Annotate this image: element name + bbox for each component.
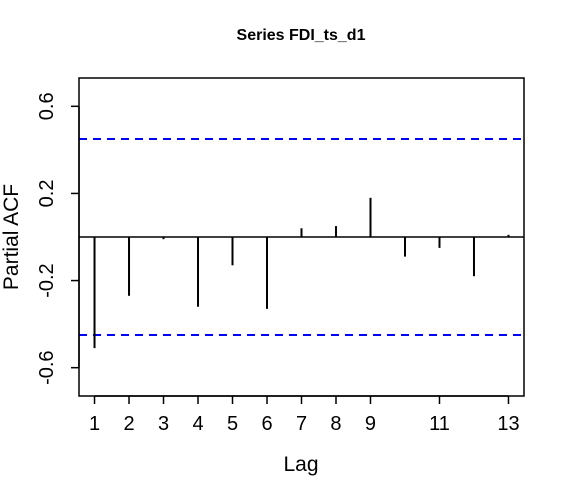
y-axis-label: Partial ACF <box>0 184 23 290</box>
x-tick-label-8: 8 <box>330 413 341 435</box>
x-axis-label: Lag <box>283 453 318 476</box>
y-tick-label--0.2: -0.2 <box>36 263 58 297</box>
x-tick-label-3: 3 <box>158 413 169 435</box>
x-tick-label-4: 4 <box>192 413 203 435</box>
x-tick-label-2: 2 <box>123 413 134 435</box>
x-tick-label-1: 1 <box>89 413 100 435</box>
x-tick-label-7: 7 <box>296 413 307 435</box>
y-axis: -0.6 -0.2 0.2 0.6 <box>36 92 80 385</box>
pacf-bars <box>79 197 524 349</box>
y-tick-label-0.2: 0.2 <box>36 180 58 208</box>
x-tick-label-13: 13 <box>497 413 519 435</box>
chart-title: Series FDI_ts_d1 <box>237 27 366 44</box>
x-tick-label-5: 5 <box>227 413 238 435</box>
x-tick-label-11: 11 <box>429 413 450 435</box>
x-tick-label-9: 9 <box>365 413 376 435</box>
x-axis: 1 2 3 4 5 6 7 8 9 11 13 <box>89 395 520 435</box>
confidence-bounds <box>79 137 524 337</box>
y-tick-label--0.6: -0.6 <box>36 350 58 384</box>
y-tick-label-0.6: 0.6 <box>36 92 58 120</box>
x-tick-label-6: 6 <box>261 413 272 435</box>
